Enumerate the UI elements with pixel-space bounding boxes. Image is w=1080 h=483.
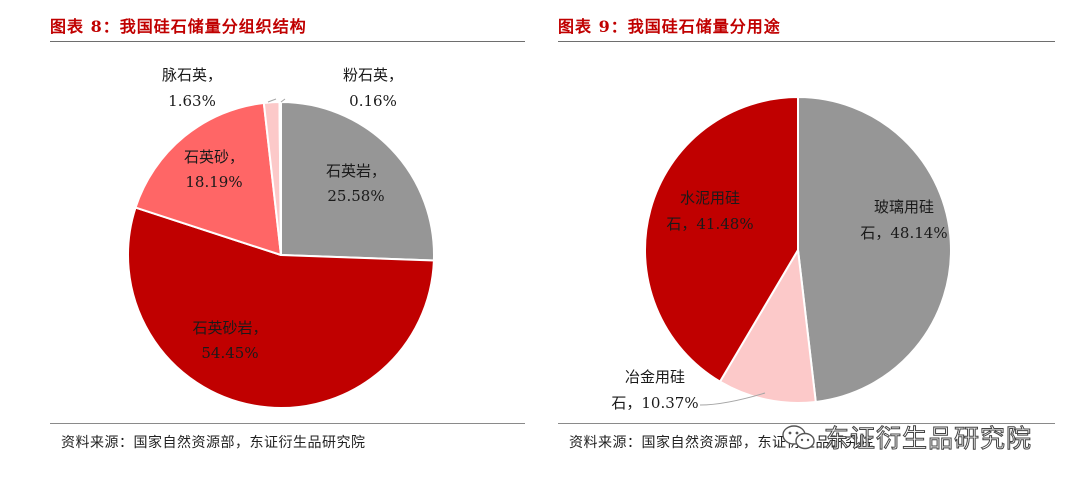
- slice-label-powder-quartz-value: 0.16%: [349, 92, 397, 110]
- figure-8-source: 资料来源：国家自然资源部，东证衍生品研究院: [61, 435, 366, 451]
- slice-label-powder-quartz-name: 粉石英，: [343, 66, 403, 84]
- pie-chart-reserve-structure: [127, 101, 435, 409]
- slice-label-vein-quartz-name: 脉石英，: [162, 66, 222, 84]
- pie-slice-quartzite: [280, 101, 435, 262]
- title-divider: [558, 41, 1055, 42]
- source-divider: [50, 423, 525, 424]
- leader-lines: [267, 98, 766, 406]
- slice-label-cement-silica-name: 水泥用硅: [680, 189, 740, 207]
- figure-9-panel: 图表 9：我国硅石储量分用途 资料来源：国家自然资源部，东证衍生品研究院: [558, 0, 1055, 483]
- leader-line: [699, 392, 766, 406]
- pie-slice-glass-silica: [797, 96, 952, 403]
- slice-label-quartz-sandstone-value: 54.45%: [201, 344, 258, 362]
- pie-slice-metallurgical-silica: [718, 249, 817, 404]
- slice-label-glass-silica-name: 玻璃用硅: [874, 198, 934, 216]
- slice-label-quartz-sandstone-name: 石英砂岩，: [192, 319, 267, 337]
- wechat-icon: [782, 425, 815, 450]
- slice-label-metallurgical-silica-value: 石，10.37%: [611, 394, 698, 412]
- figure-8-title: 图表 8：我国硅石储量分组织结构: [50, 17, 307, 36]
- title-divider: [50, 41, 525, 42]
- leader-line: [280, 98, 286, 103]
- slice-label-glass-silica-value: 石，48.14%: [860, 224, 947, 242]
- watermark: 东证衍生品研究院: [780, 420, 1070, 454]
- slice-label-metallurgical-silica-name: 冶金用硅: [625, 368, 685, 386]
- slice-label-quartzite-name: 石英岩，: [326, 162, 386, 180]
- slice-label-quartz-sand-value: 18.19%: [185, 173, 242, 191]
- leader-line: [267, 98, 277, 103]
- watermark-text: 东证衍生品研究院: [823, 424, 1033, 454]
- slice-label-vein-quartz-value: 1.63%: [168, 92, 216, 110]
- slice-label-cement-silica-value: 石，41.48%: [666, 215, 753, 233]
- pie-chart-reserve-usage: [644, 96, 952, 404]
- pie-slice-quartz-sand: [134, 101, 282, 256]
- source-divider: [558, 423, 1055, 424]
- slice-label-quartzite-value: 25.58%: [327, 187, 384, 205]
- pie-slice-cement-silica: [644, 96, 799, 383]
- figure-8-panel: 图表 8：我国硅石储量分组织结构 资料来源：国家自然资源部，东证衍生品研究院: [50, 0, 525, 483]
- pie-slice-quartz-sandstone: [127, 206, 435, 409]
- figure-9-title: 图表 9：我国硅石储量分用途: [558, 17, 781, 36]
- pie-slice-powder-quartz: [278, 101, 282, 256]
- slice-label-quartz-sand-name: 石英砂，: [184, 148, 244, 166]
